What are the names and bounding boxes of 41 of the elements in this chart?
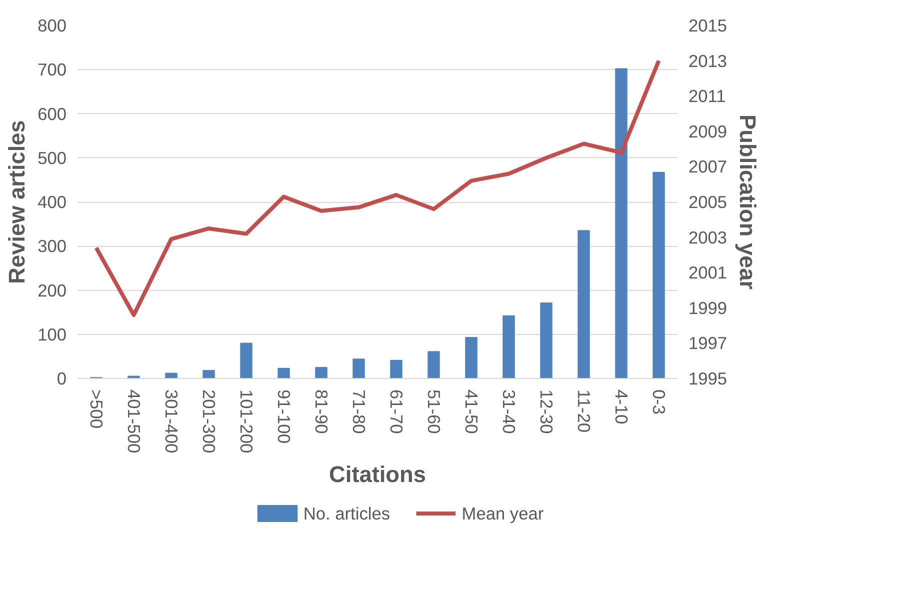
y-tick-label: 500 (38, 148, 67, 168)
y-tick-label: 300 (38, 236, 67, 256)
x-tick-label: 51-60 (424, 390, 444, 434)
x-tick-label: 61-70 (386, 390, 406, 434)
x-axis-title: Citations (329, 461, 426, 488)
y2-tick-label: 1999 (688, 298, 728, 318)
y2-tick-label: 2009 (688, 121, 728, 142)
x-tick-label: 71-80 (348, 390, 369, 434)
x-tick-label: 101-200 (236, 390, 256, 454)
x-tick-label: 41-50 (461, 390, 482, 434)
y2-tick-label: 2001 (688, 262, 728, 283)
legend-label: Mean year (462, 504, 544, 524)
y2-tick-label: 2011 (688, 86, 726, 106)
x-tick-label: 91-100 (274, 390, 294, 444)
y-tick-label: 200 (38, 280, 67, 300)
x-tick-label: 401-500 (124, 390, 144, 454)
x-tick-label: 11-20 (574, 390, 594, 433)
y-tick-label: 600 (38, 104, 67, 124)
y2-tick-label: 2013 (688, 50, 728, 71)
y-tick-label: 800 (38, 16, 67, 36)
y2-axis-title: Publication year (735, 114, 762, 290)
y2-tick-label: 2015 (688, 16, 728, 36)
y2-tick-label: 2005 (688, 192, 728, 212)
x-tick-label: 301-400 (161, 390, 182, 454)
y2-tick-label: 1995 (688, 368, 728, 388)
y-tick-label: 100 (38, 324, 67, 344)
y2-tick-label: 2007 (688, 156, 728, 177)
x-tick-label: 0-3 (648, 390, 669, 415)
x-tick-label: 81-90 (311, 390, 332, 434)
y2-tick-label: 1997 (688, 333, 728, 354)
x-tick-label: 201-300 (198, 390, 219, 454)
x-tick-label: 4-10 (611, 390, 632, 424)
y-tick-label: 700 (38, 60, 67, 80)
y-axis-title: Review articles (4, 120, 30, 284)
y-tick-label: 400 (38, 192, 67, 212)
x-tick-label: >500 (86, 390, 106, 429)
x-tick-label: 31-40 (498, 390, 519, 434)
y2-tick-label: 2003 (688, 227, 728, 248)
x-tick-label: 12-30 (536, 390, 556, 434)
y-tick-label: 0 (56, 368, 67, 388)
legend-label: No. articles (303, 504, 390, 524)
